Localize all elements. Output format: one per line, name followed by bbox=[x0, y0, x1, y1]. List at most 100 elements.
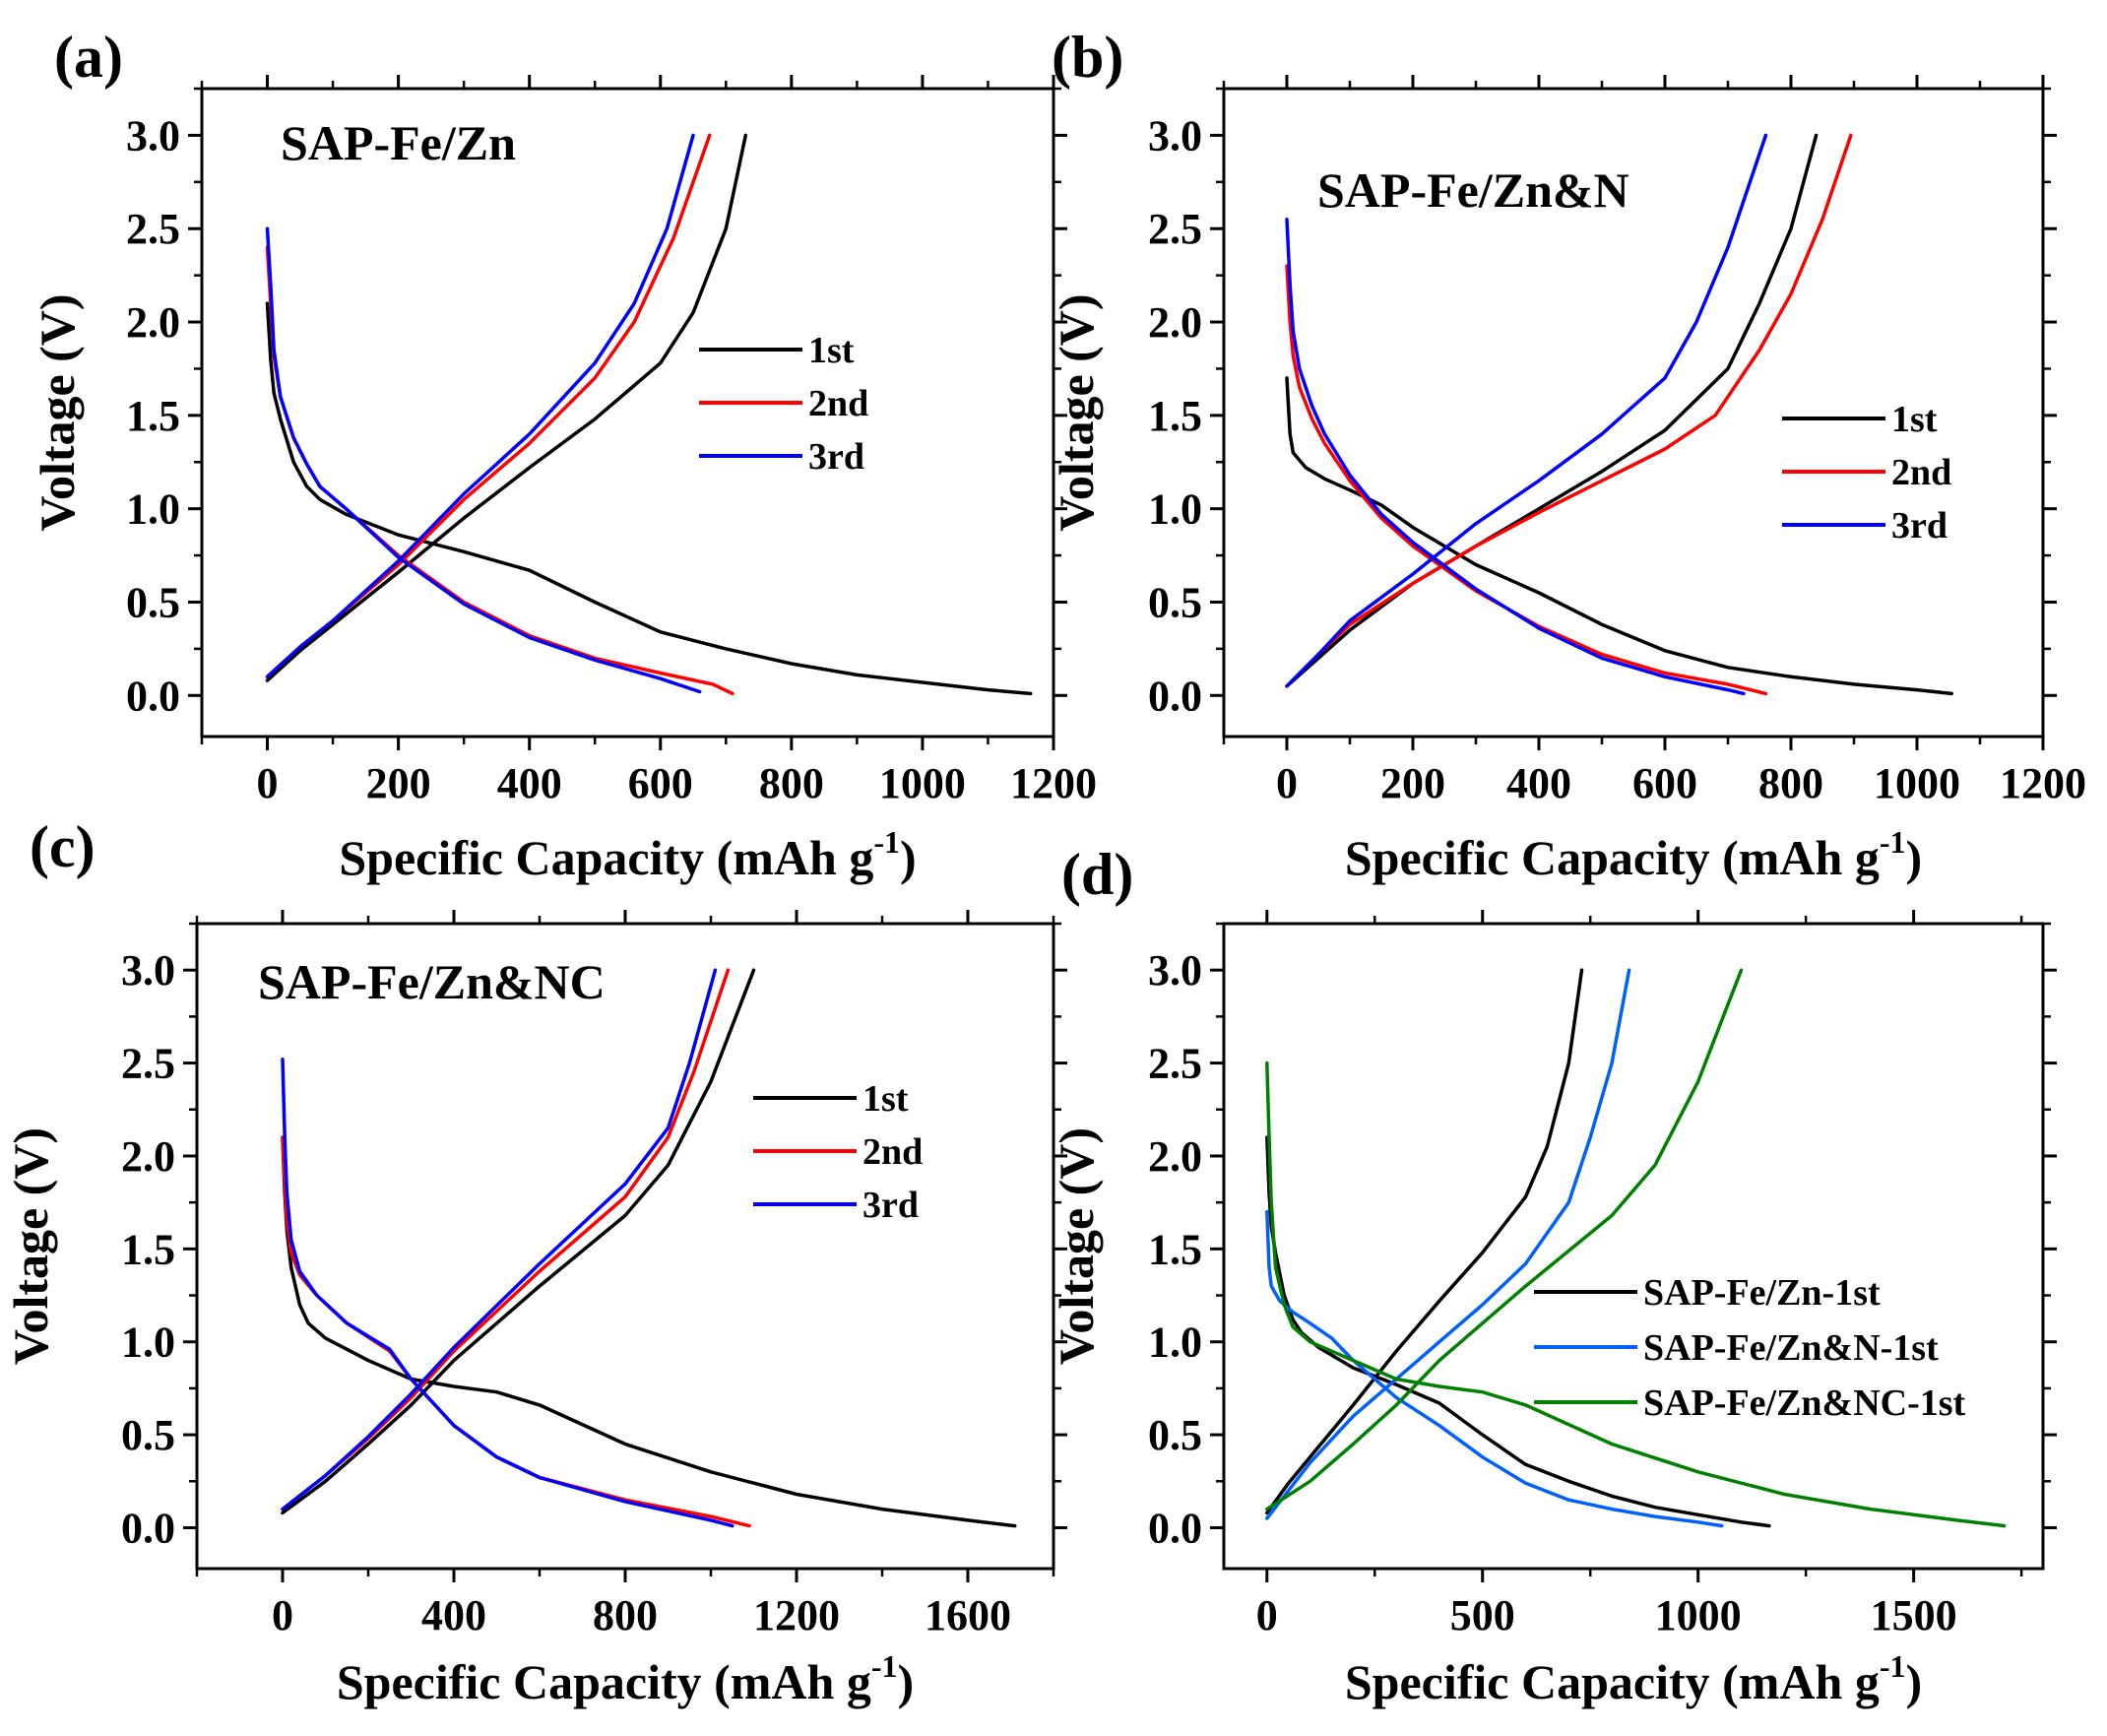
series-charge-curve-2 bbox=[265, 133, 712, 679]
x-tick-label: 1500 bbox=[1871, 1591, 1957, 1640]
series-discharge-curve-3 bbox=[281, 1058, 734, 1528]
plot-frame bbox=[1222, 922, 2045, 1571]
x-tick-label: 200 bbox=[1380, 759, 1445, 807]
x-tick-label: 1200 bbox=[753, 1591, 840, 1640]
y-tick-label: 0.5 bbox=[1148, 1411, 1202, 1459]
x-tick-label: 800 bbox=[1758, 759, 1823, 807]
y-tick-label: 0.0 bbox=[1148, 1504, 1202, 1552]
y-tick-label: 1.0 bbox=[126, 485, 180, 534]
y-tick-label: 2.0 bbox=[126, 298, 180, 347]
legend-label: SAP-Fe/Zn&NC-1st bbox=[1643, 1382, 1966, 1424]
series-discharge-curve-3 bbox=[1285, 217, 1746, 696]
legend-label: 1st bbox=[1891, 399, 1938, 440]
panel-label: (b) bbox=[1052, 25, 1123, 90]
x-tick-label: 400 bbox=[497, 759, 562, 807]
series-charge-curve-3 bbox=[265, 133, 695, 679]
sample-annotation: SAP-Fe/Zn&NC bbox=[258, 954, 606, 1009]
y-tick-label: 3.0 bbox=[1148, 111, 1202, 160]
y-tick-label: 0.0 bbox=[121, 1504, 175, 1552]
y-tick-label: 2.5 bbox=[1148, 205, 1202, 253]
y-tick-label: 0.5 bbox=[121, 1411, 175, 1459]
x-axis-title: Specific Capacity (mAh g-1) bbox=[1345, 1648, 1922, 1709]
x-tick-label: 1200 bbox=[1010, 759, 1097, 807]
panel-b: 0 200 400 600 800 1000 1200 0.0 0.5 1.0 1.5 2.0 2.5 3… bbox=[1049, 25, 2086, 885]
y-tick-label: 1.5 bbox=[1148, 1225, 1202, 1273]
panel-c: 0 400 800 1200 1600 0.0 0.5 1.0 1.5 2.0 2.5 3.0 Spec… bbox=[3, 814, 1067, 1709]
x-tick-label: 600 bbox=[628, 759, 693, 807]
series-charge-curve-3 bbox=[1285, 133, 1768, 688]
series-discharge-curve-2 bbox=[1265, 1209, 1724, 1528]
x-axis-title: Specific Capacity (mAh g-1) bbox=[1345, 824, 1922, 885]
series-charge-curve-1 bbox=[1265, 968, 1584, 1515]
series-discharge-curve-2 bbox=[1285, 264, 1768, 696]
sample-annotation: SAP-Fe/Zn&N bbox=[1317, 162, 1629, 218]
x-tick-label: 0 bbox=[272, 1591, 293, 1640]
legend-label: 1st bbox=[862, 1078, 909, 1120]
x-tick-label: 200 bbox=[366, 759, 431, 807]
x-axis-title: Specific Capacity (mAh g-1) bbox=[339, 824, 916, 885]
x-tick-label: 600 bbox=[1632, 759, 1697, 807]
y-tick-label: 2.5 bbox=[126, 205, 180, 253]
y-tick-label: 2.0 bbox=[1148, 298, 1202, 347]
y-tick-label: 3.0 bbox=[1148, 946, 1202, 995]
panel-label: (d) bbox=[1061, 842, 1133, 907]
x-tick-label: 0 bbox=[1276, 759, 1298, 807]
plot-frame bbox=[200, 87, 1055, 739]
y-tick-label: 1.5 bbox=[121, 1225, 175, 1273]
x-tick-label: 800 bbox=[759, 759, 824, 807]
x-tick-label: 800 bbox=[593, 1591, 658, 1640]
x-tick-label: 1000 bbox=[879, 759, 966, 807]
x-tick-label: 1600 bbox=[925, 1591, 1011, 1640]
x-axis-title: Specific Capacity (mAh g-1) bbox=[337, 1648, 914, 1709]
series-charge-curve-2 bbox=[1285, 133, 1853, 688]
y-tick-label: 2.0 bbox=[121, 1132, 175, 1181]
y-tick-label: 1.0 bbox=[1148, 485, 1202, 534]
series-discharge-curve-3 bbox=[1265, 1061, 2007, 1528]
series-discharge-curve-3 bbox=[265, 226, 702, 694]
legend-label: 3rd bbox=[862, 1185, 919, 1226]
y-tick-label: 0.5 bbox=[1148, 578, 1202, 626]
series-discharge-curve-1 bbox=[1285, 376, 1953, 696]
x-tick-label: 400 bbox=[1506, 759, 1571, 807]
y-axis-title: Voltage (V) bbox=[1049, 293, 1104, 531]
legend-label: 2nd bbox=[808, 383, 868, 424]
y-tick-label: 1.5 bbox=[126, 392, 180, 440]
x-tick-label: 400 bbox=[421, 1591, 486, 1640]
legend-label: 3rd bbox=[1891, 505, 1947, 547]
x-tick-label: 500 bbox=[1450, 1591, 1515, 1640]
y-tick-label: 2.5 bbox=[121, 1040, 175, 1088]
plot-frame bbox=[195, 922, 1055, 1571]
series-charge-curve-2 bbox=[281, 968, 731, 1511]
panel-label: (a) bbox=[54, 25, 123, 90]
legend-label: SAP-Fe/Zn-1st bbox=[1643, 1272, 1881, 1314]
x-tick-label: 1000 bbox=[1655, 1591, 1742, 1640]
series-charge-curve-3 bbox=[1265, 968, 1744, 1511]
legend-label: 2nd bbox=[862, 1131, 923, 1173]
legend-label: 1st bbox=[808, 330, 855, 371]
y-tick-label: 1.0 bbox=[1148, 1318, 1202, 1367]
y-tick-label: 1.5 bbox=[1148, 392, 1202, 440]
panel-label: (c) bbox=[30, 814, 96, 879]
y-tick-label: 2.0 bbox=[1148, 1132, 1202, 1181]
x-tick-label: 0 bbox=[1256, 1591, 1278, 1640]
series-charge-curve-1 bbox=[1285, 133, 1819, 688]
y-tick-label: 2.5 bbox=[1148, 1040, 1202, 1088]
y-tick-label: 0.0 bbox=[126, 672, 180, 720]
sample-annotation: SAP-Fe/Zn bbox=[281, 115, 516, 170]
y-tick-label: 3.0 bbox=[126, 111, 180, 160]
y-tick-label: 3.0 bbox=[121, 946, 175, 995]
y-tick-label: 0.0 bbox=[1148, 672, 1202, 720]
x-tick-label: 1000 bbox=[1874, 759, 1960, 807]
y-tick-label: 1.0 bbox=[121, 1318, 175, 1367]
x-tick-label: 0 bbox=[257, 759, 279, 807]
legend-label: SAP-Fe/Zn&N-1st bbox=[1643, 1327, 1939, 1369]
x-tick-label: 1200 bbox=[2000, 759, 2086, 807]
legend-label: 3rd bbox=[808, 436, 864, 478]
y-axis-title: Voltage (V) bbox=[1049, 1127, 1104, 1365]
series-charge-curve-2 bbox=[1265, 968, 1631, 1520]
y-tick-label: 0.5 bbox=[126, 578, 180, 626]
legend-label: 2nd bbox=[1891, 452, 1951, 493]
panel-d: 0 500 1000 1500 0.0 0.5 1.0 1.5 2.0 2.5 3.0 Specifi… bbox=[1049, 842, 2057, 1709]
plot-frame bbox=[1222, 87, 2045, 739]
